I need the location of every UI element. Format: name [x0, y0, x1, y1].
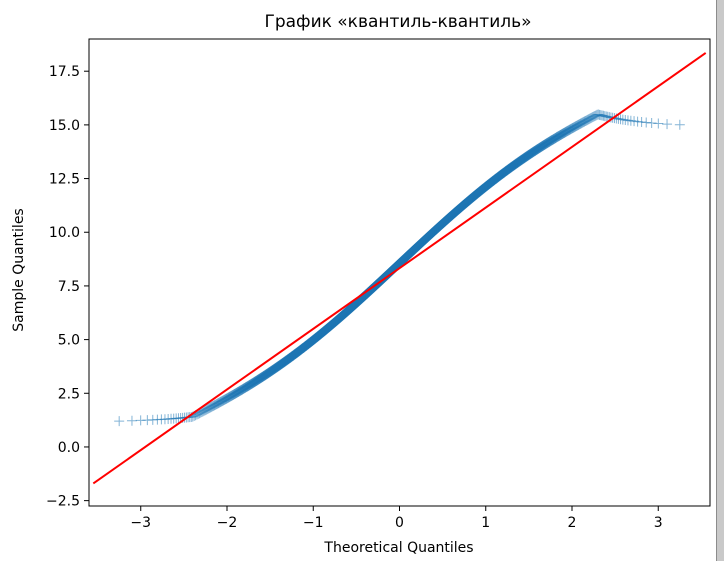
x-tick-label: 2	[568, 515, 577, 531]
y-tick-label: 15.0	[49, 118, 80, 134]
x-axis-label: Theoretical Quantiles	[323, 540, 473, 556]
y-tick-label: −2.5	[46, 494, 80, 510]
x-tick-label: 1	[481, 515, 490, 531]
plot-frame	[88, 38, 711, 507]
data-point	[662, 119, 673, 130]
reference-line-segment	[92, 52, 707, 485]
x-tick-label: 3	[654, 515, 663, 531]
y-tick-label: 7.5	[58, 279, 80, 295]
y-tick-label: 17.5	[49, 64, 80, 80]
data-point	[646, 117, 657, 128]
chart-title: График «квантиль-квантиль»	[264, 12, 531, 32]
x-tick-label: −2	[217, 515, 238, 531]
sample-quantile-points	[114, 109, 685, 427]
y-axis-label: Sample Quantiles	[11, 208, 27, 331]
window-edge	[716, 0, 724, 561]
x-tick-label: −1	[303, 515, 324, 531]
y-tick-label: 10.0	[49, 225, 80, 241]
data-point	[114, 416, 125, 427]
x-tick-label: −3	[130, 515, 151, 531]
y-tick-label: 12.5	[49, 172, 80, 188]
data-point	[126, 415, 137, 426]
data-point	[674, 119, 685, 130]
y-axis-ticks: −2.5 0.0 2.5 5.0 7.5 10.0 12.5 15.0 17.5	[46, 64, 89, 510]
y-tick-label: 0.0	[58, 440, 80, 456]
y-tick-label: 5.0	[58, 333, 80, 349]
x-tick-label: 0	[395, 515, 404, 531]
y-tick-label: 2.5	[58, 386, 80, 402]
window-edge-line	[716, 0, 717, 561]
x-axis-ticks: −3 −2 −1 0 1 2 3	[130, 506, 663, 531]
data-point	[653, 118, 664, 129]
reference-line	[92, 52, 707, 485]
